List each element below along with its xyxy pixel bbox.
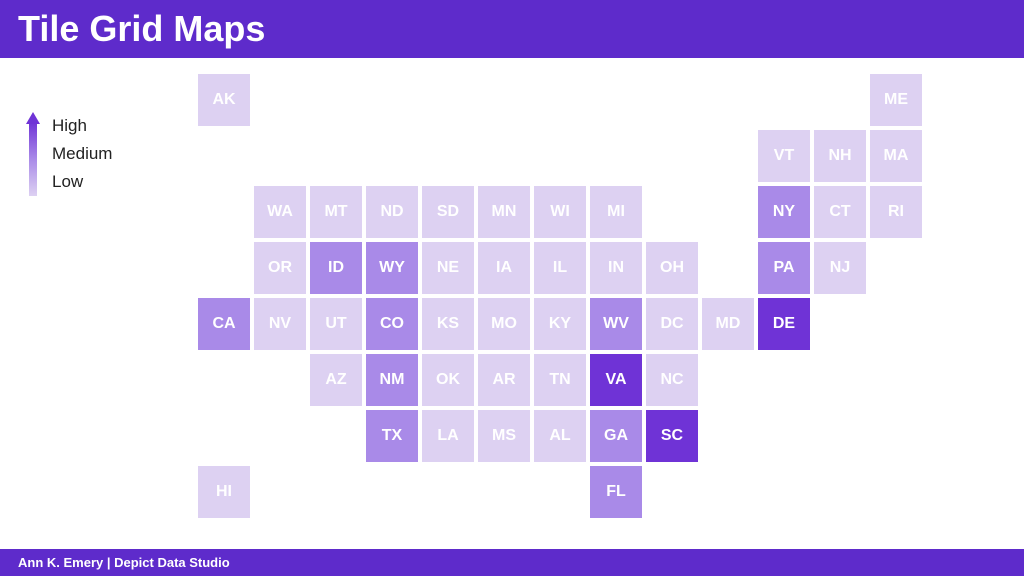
tile-de: DE — [758, 298, 810, 350]
tile-la: LA — [422, 410, 474, 462]
tile-hi: HI — [198, 466, 250, 518]
tile-pa: PA — [758, 242, 810, 294]
tile-fl: FL — [590, 466, 642, 518]
footer-bar: Ann K. Emery | Depict Data Studio — [0, 549, 1024, 576]
footer-credit: Ann K. Emery | Depict Data Studio — [18, 555, 230, 570]
tile-nm: NM — [366, 354, 418, 406]
tile-ny: NY — [758, 186, 810, 238]
tile-az: AZ — [310, 354, 362, 406]
tile-mi: MI — [590, 186, 642, 238]
tile-mo: MO — [478, 298, 530, 350]
tile-mt: MT — [310, 186, 362, 238]
tile-wy: WY — [366, 242, 418, 294]
legend-label: High — [52, 116, 87, 136]
tile-va: VA — [590, 354, 642, 406]
tile-sc: SC — [646, 410, 698, 462]
tile-ok: OK — [422, 354, 474, 406]
tile-ca: CA — [198, 298, 250, 350]
tile-vt: VT — [758, 130, 810, 182]
tile-wi: WI — [534, 186, 586, 238]
tile-ks: KS — [422, 298, 474, 350]
tile-ia: IA — [478, 242, 530, 294]
tile-ky: KY — [534, 298, 586, 350]
tile-ga: GA — [590, 410, 642, 462]
tile-ak: AK — [198, 74, 250, 126]
tile-or: OR — [254, 242, 306, 294]
tile-nc: NC — [646, 354, 698, 406]
tile-id: ID — [310, 242, 362, 294]
legend: High Medium Low — [26, 112, 112, 196]
tile-nv: NV — [254, 298, 306, 350]
tile-nj: NJ — [814, 242, 866, 294]
tile-ut: UT — [310, 298, 362, 350]
tile-wa: WA — [254, 186, 306, 238]
map-canvas: High Medium Low AK ME VTNHMA WAMTNDSDMNWIMI… — [0, 58, 1024, 556]
legend-label: Medium — [52, 144, 112, 164]
legend-label: Low — [52, 172, 83, 192]
tile-ma: MA — [870, 130, 922, 182]
tile-ri: RI — [870, 186, 922, 238]
tile-ms: MS — [478, 410, 530, 462]
tile-dc: DC — [646, 298, 698, 350]
tile-il: IL — [534, 242, 586, 294]
tile-co: CO — [366, 298, 418, 350]
tile-md: MD — [702, 298, 754, 350]
tile-ct: CT — [814, 186, 866, 238]
tile-tx: TX — [366, 410, 418, 462]
tile-wv: WV — [590, 298, 642, 350]
tile-nd: ND — [366, 186, 418, 238]
tile-tn: TN — [534, 354, 586, 406]
tile-me: ME — [870, 74, 922, 126]
tile-ne: NE — [422, 242, 474, 294]
tile-sd: SD — [422, 186, 474, 238]
arrow-up-icon — [26, 112, 40, 196]
tile-ar: AR — [478, 354, 530, 406]
page-title: Tile Grid Maps — [18, 8, 1006, 50]
tile-in: IN — [590, 242, 642, 294]
tile-nh: NH — [814, 130, 866, 182]
tile-oh: OH — [646, 242, 698, 294]
tile-al: AL — [534, 410, 586, 462]
tile-mn: MN — [478, 186, 530, 238]
header-bar: Tile Grid Maps — [0, 0, 1024, 58]
